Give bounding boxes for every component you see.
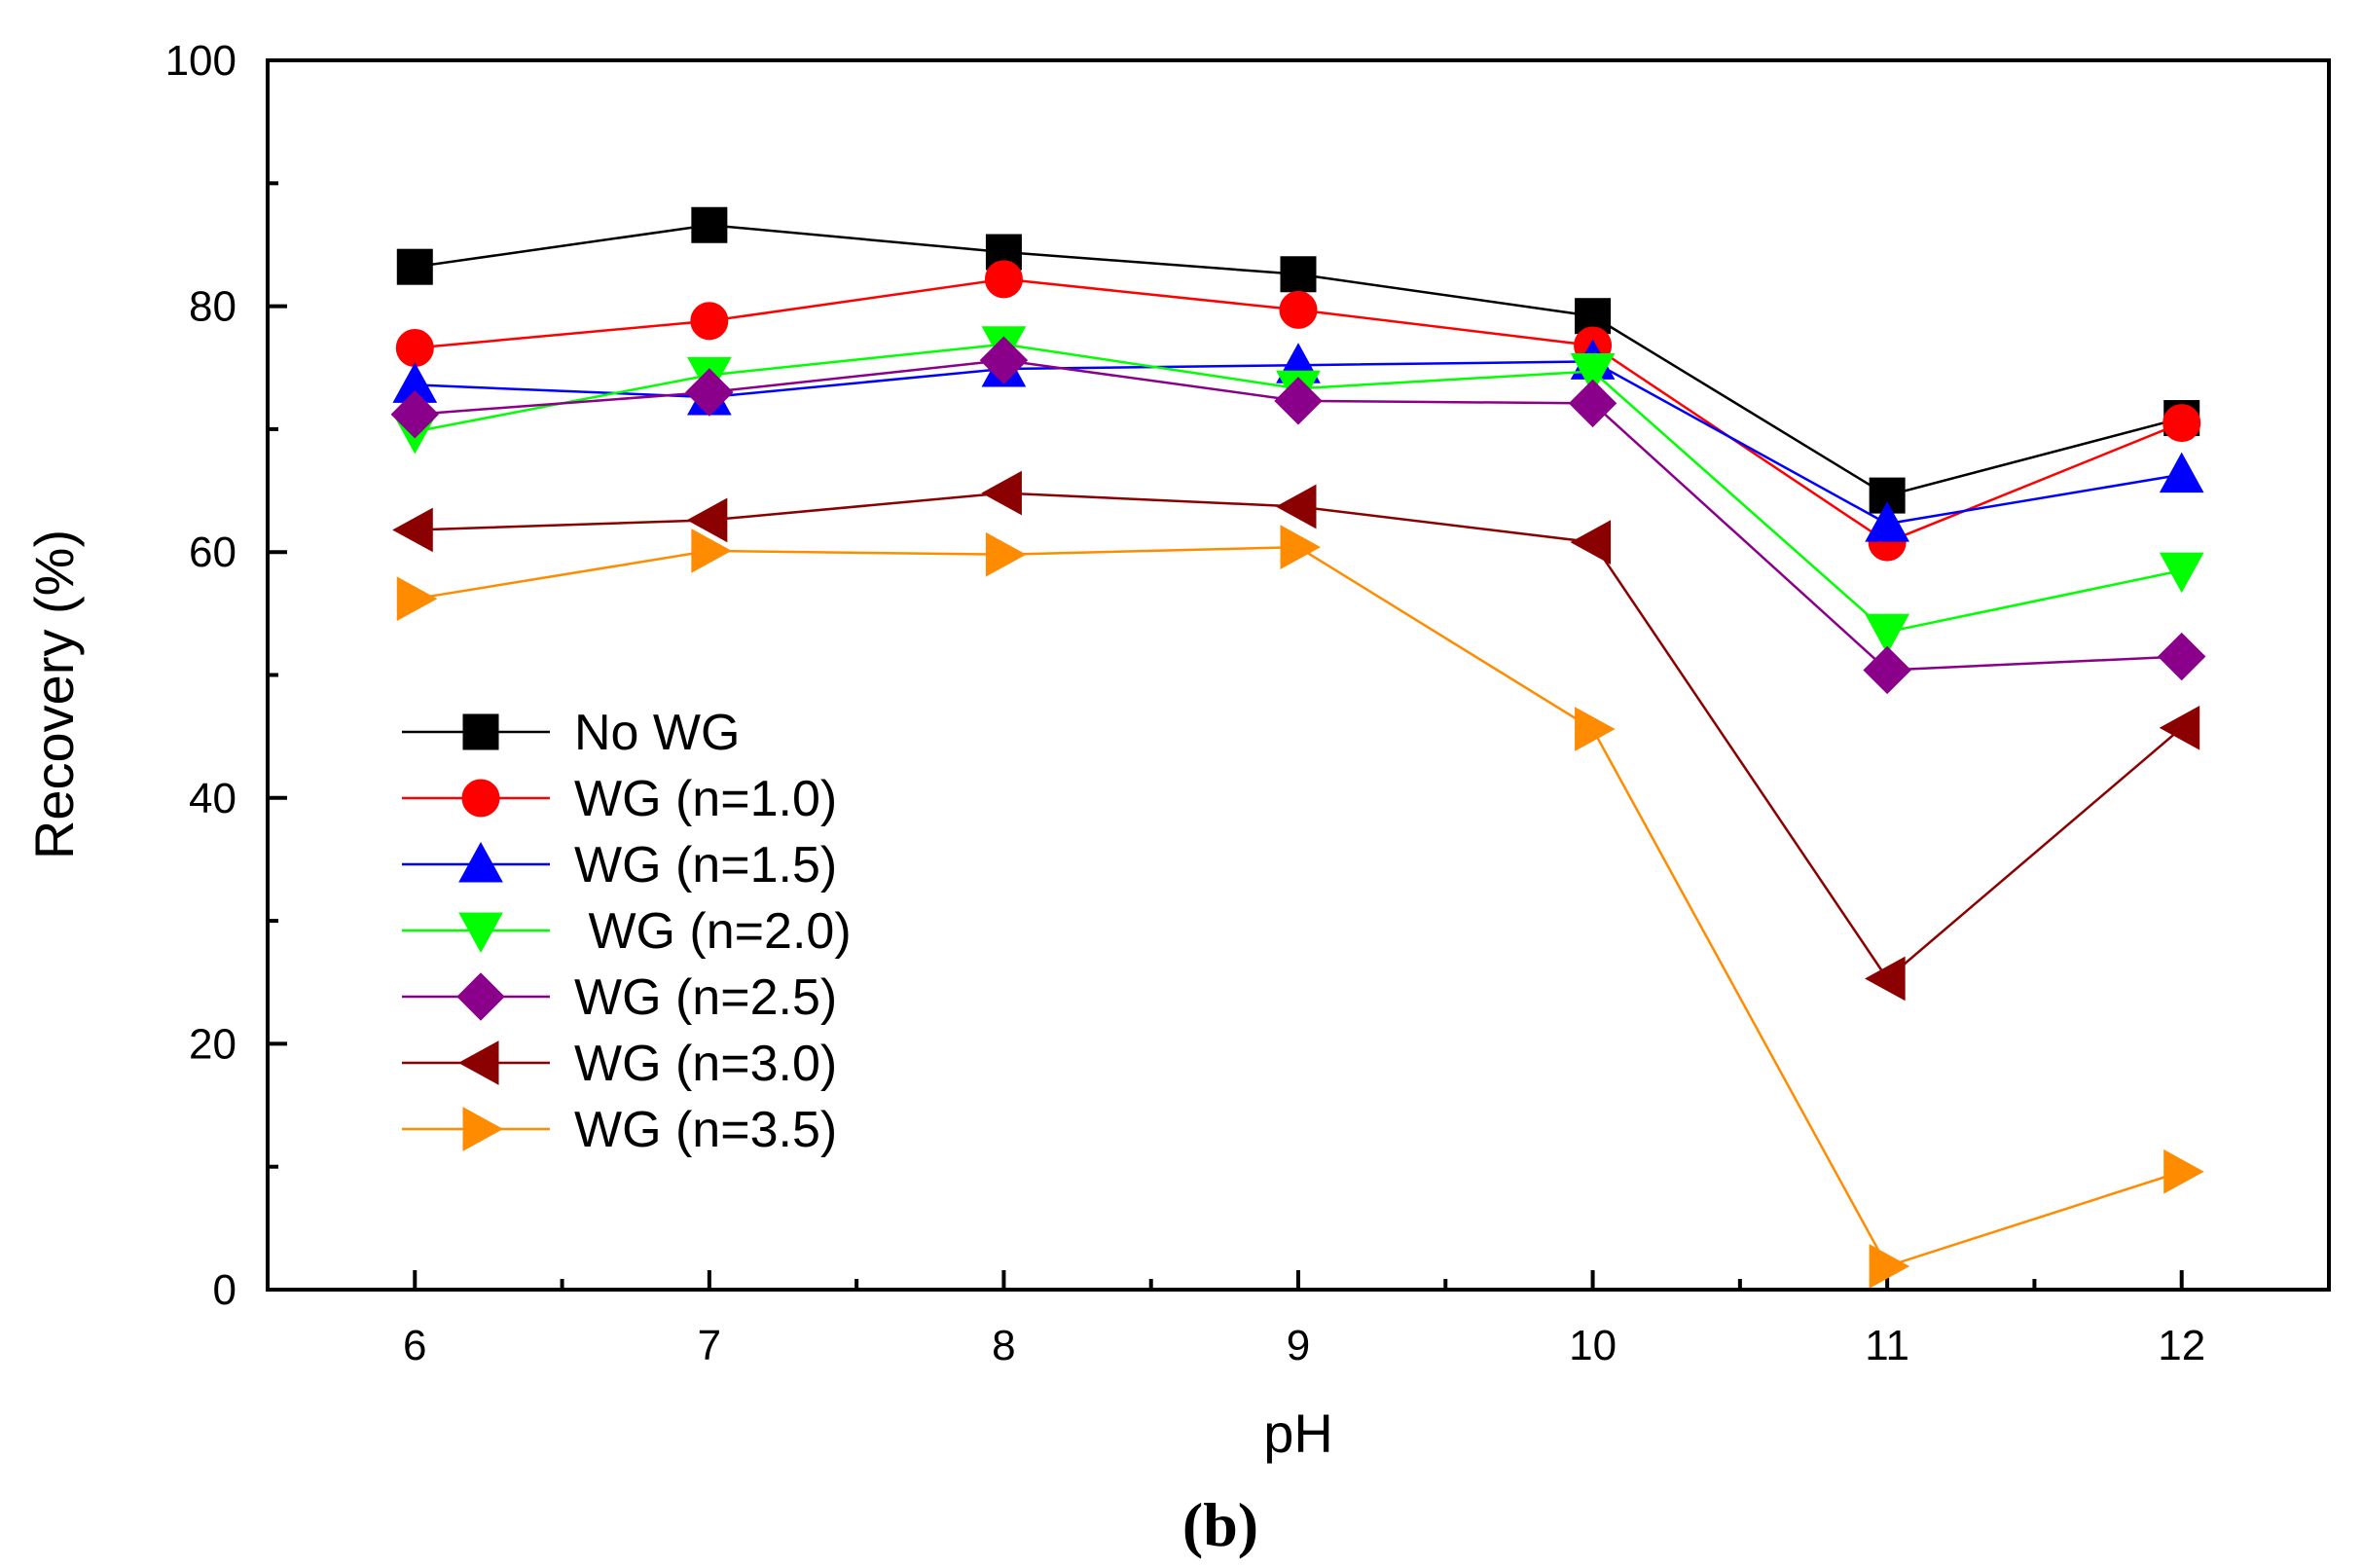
y-tick-label: 60 <box>189 529 236 576</box>
data-point <box>984 260 1023 299</box>
legend-marker <box>458 912 503 954</box>
data-point <box>1280 525 1322 569</box>
data-point <box>1570 520 1612 565</box>
x-tick-label: 12 <box>2158 1322 2205 1369</box>
data-point <box>1865 501 1909 542</box>
data-point <box>1865 613 1909 655</box>
series-4 <box>390 336 2206 695</box>
x-tick-label: 10 <box>1569 1322 1617 1369</box>
x-tick-label: 11 <box>1865 1322 1909 1369</box>
series-layer <box>390 206 2206 1289</box>
data-point <box>985 531 1027 577</box>
x-tick-label: 6 <box>403 1322 426 1369</box>
series-3 <box>392 326 2204 655</box>
data-point <box>1575 707 1616 751</box>
legend-entry: WG (n=2.0) <box>402 903 852 960</box>
data-point <box>1863 645 1911 695</box>
data-point <box>1865 956 1906 1002</box>
plot-frame <box>266 58 2331 1292</box>
axis-tick-labels: 6 7 8 9 10 11 12 0 20 40 60 80 100 <box>165 37 2206 1369</box>
data-point <box>2158 632 2206 681</box>
legend-entry: No WG <box>402 705 740 761</box>
legend-label: WG (n=1.5) <box>574 837 837 893</box>
legend-entry: WG (n=3.5) <box>402 1102 837 1158</box>
series-6 <box>396 525 2204 1289</box>
data-point <box>2159 552 2204 594</box>
x-tick-label: 7 <box>698 1322 721 1369</box>
legend-entry: WG (n=1.5) <box>402 837 837 893</box>
data-point <box>392 507 433 553</box>
data-point <box>1869 1244 1910 1289</box>
data-point <box>1279 290 1318 329</box>
data-point <box>690 302 729 341</box>
data-point <box>691 206 728 243</box>
legend-label: WG (n=3.0) <box>574 1036 837 1092</box>
legend-marker <box>457 1040 499 1085</box>
y-tick-label: 80 <box>189 283 236 331</box>
data-point <box>1275 484 1317 529</box>
data-point <box>1280 256 1317 293</box>
y-tick-label: 0 <box>213 1266 236 1314</box>
x-tick-label: 8 <box>992 1322 1015 1369</box>
legend-label: WG (n=3.5) <box>574 1102 837 1158</box>
legend-entry: WG (n=1.0) <box>402 771 837 827</box>
legend-label: WG (n=2.0) <box>574 903 852 960</box>
panel-label: (b) <box>1182 1490 1258 1559</box>
data-point <box>691 529 732 573</box>
data-point <box>390 390 439 439</box>
legend-label: WG (n=2.5) <box>574 969 837 1026</box>
y-axis-title: Recovery (%) <box>23 529 85 859</box>
legend-entry: WG (n=3.0) <box>402 1036 837 1092</box>
data-point <box>396 248 433 285</box>
data-point <box>2159 705 2200 750</box>
data-point <box>1570 353 1616 394</box>
legend-marker <box>461 779 500 818</box>
legend-marker <box>462 1107 504 1151</box>
data-point <box>685 368 734 417</box>
legend: No WG WG (n=1.0) WG (n=1.5) WG (n=2.0) WG (… <box>402 705 852 1158</box>
data-point <box>981 470 1022 516</box>
legend-entry: WG (n=2.5) <box>402 969 837 1026</box>
data-point <box>2163 1149 2204 1194</box>
data-point <box>395 329 434 368</box>
legend-marker <box>462 713 499 750</box>
data-point <box>396 576 438 622</box>
legend-label: WG (n=1.0) <box>574 771 837 827</box>
x-axis-title: pH <box>1263 1403 1333 1464</box>
x-tick-label: 9 <box>1287 1322 1310 1369</box>
y-tick-label: 40 <box>189 775 236 822</box>
data-point <box>2159 452 2204 493</box>
series-0 <box>396 206 2200 514</box>
series-5 <box>392 470 2200 1002</box>
legend-label: No WG <box>574 705 740 761</box>
data-point <box>2162 404 2201 443</box>
y-tick-label: 20 <box>189 1020 236 1068</box>
legend-marker <box>456 972 505 1021</box>
data-point <box>979 336 1029 384</box>
data-point <box>1274 377 1323 425</box>
y-tick-label: 100 <box>165 37 236 85</box>
data-point <box>1568 379 1617 428</box>
data-point <box>686 497 728 543</box>
legend-marker <box>458 841 503 883</box>
